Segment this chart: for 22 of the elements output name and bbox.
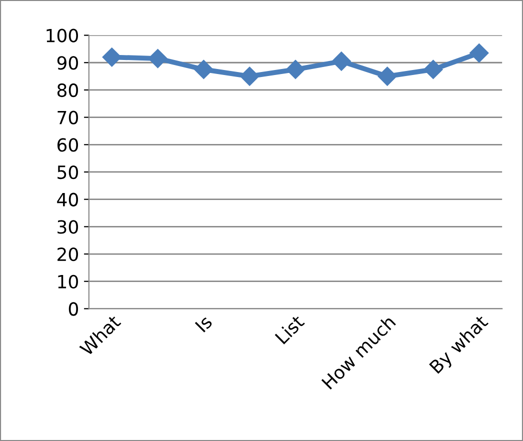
- point: [194, 60, 214, 79]
- point: [148, 48, 168, 68]
- point: [470, 44, 489, 63]
- y-tick-label: 100: [46, 28, 78, 42]
- point: [240, 66, 260, 86]
- y-tick-label: 60: [57, 138, 78, 152]
- point: [332, 52, 351, 71]
- y-tick-label: 40: [57, 192, 78, 206]
- y-tick-label: 90: [57, 56, 78, 70]
- point: [378, 66, 397, 86]
- y-tick-label: 50: [58, 165, 78, 180]
- x-tick-label: Is: [194, 314, 213, 333]
- y-tick-label: 10: [58, 274, 78, 288]
- y-tick-label: 70: [58, 110, 78, 124]
- y-tick-label: 30: [58, 220, 78, 234]
- point: [286, 60, 306, 79]
- y-tick-label: 20: [58, 247, 78, 262]
- point: [424, 60, 443, 79]
- point: [102, 48, 122, 67]
- y-tick-label: 80: [57, 83, 78, 98]
- y-tick-label: 0: [68, 302, 78, 316]
- x-tick-label: List: [274, 314, 306, 345]
